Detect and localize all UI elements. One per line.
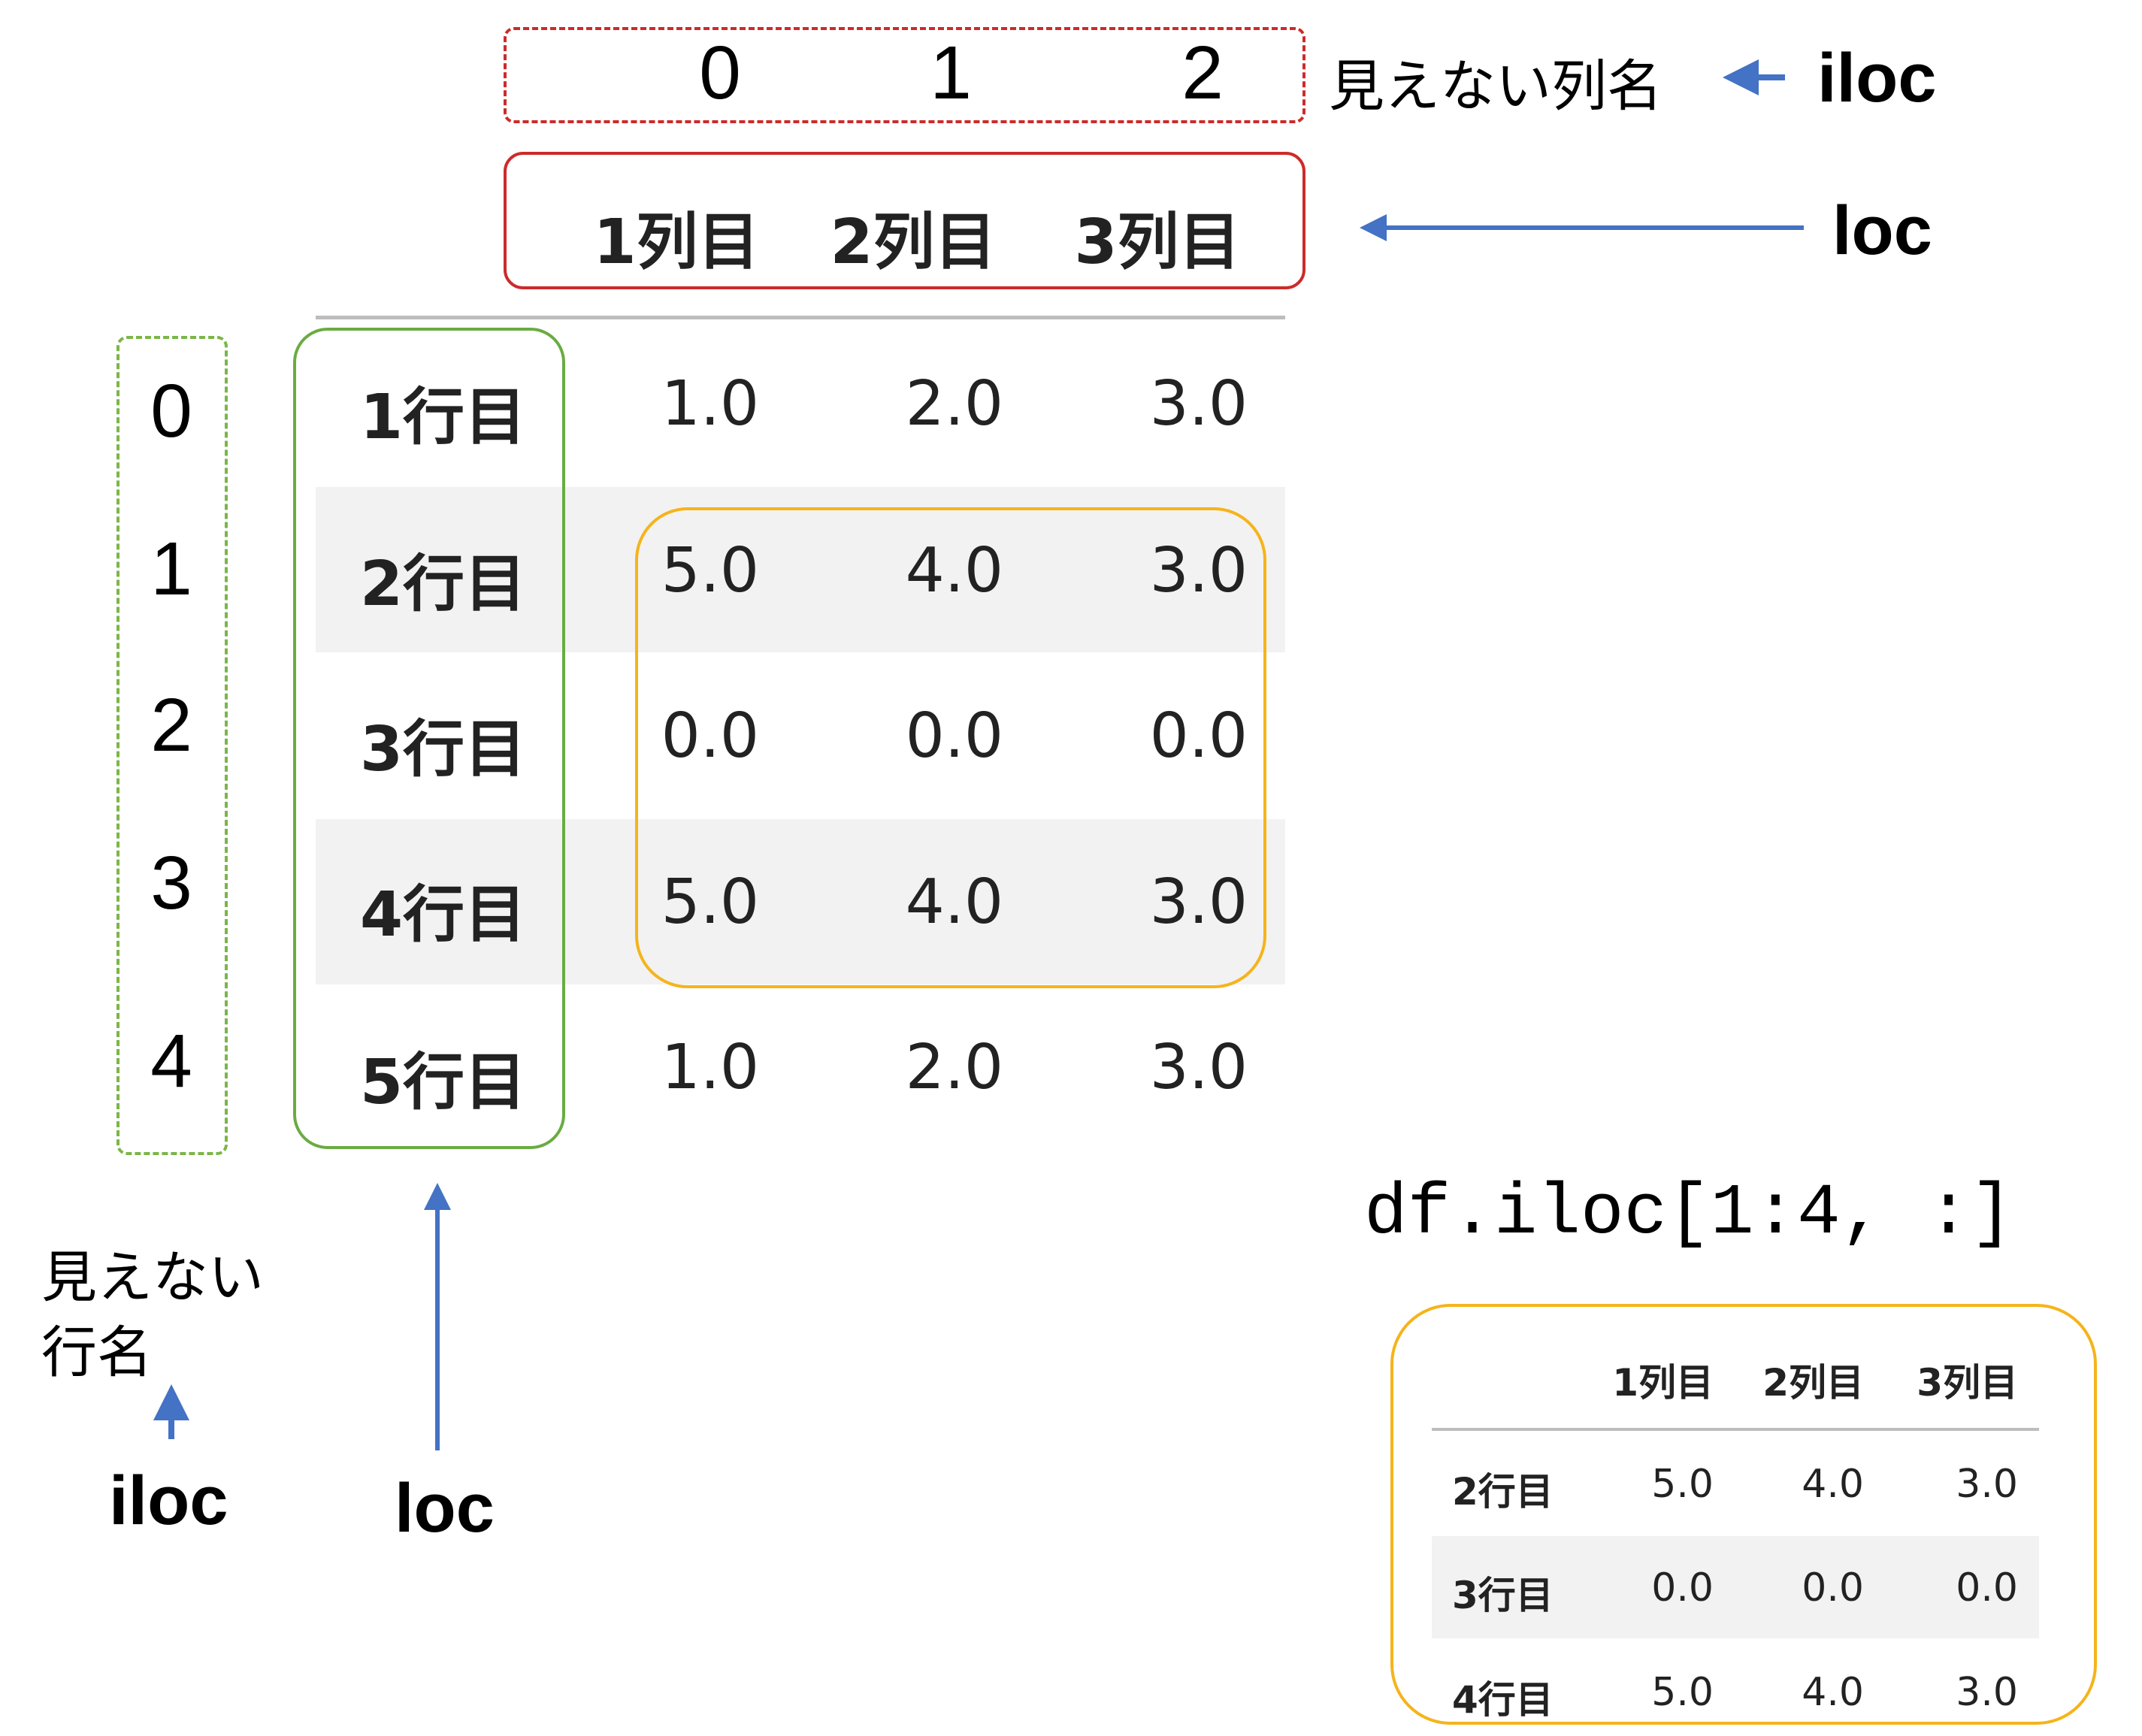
loc-row-2: 2行目 [359, 549, 526, 620]
result-column-1: 1列目 [1612, 1361, 1714, 1405]
table-cell: 3.0 [1149, 368, 1248, 440]
result-column-3: 3列目 [1917, 1361, 2018, 1405]
iloc-row-1: 1 [150, 527, 192, 611]
table-cell: 4.0 [905, 535, 1003, 606]
table-cell: 0.0 [905, 700, 1003, 772]
result-cell: 3.0 [1956, 1670, 2018, 1715]
result-row-label: 4行目 [1452, 1678, 1554, 1722]
result-cell: 4.0 [1802, 1670, 1864, 1715]
table-cell: 1.0 [661, 1032, 759, 1103]
table-cell: 2.0 [905, 368, 1003, 440]
selection-highlight-box [635, 507, 1266, 988]
table-header-rule [316, 316, 1285, 319]
loc-row-5: 5行目 [359, 1047, 526, 1118]
loc-columns-tag: loc [1832, 192, 1932, 269]
iloc-column-index-box [504, 27, 1305, 123]
result-table-box [1390, 1304, 2097, 1725]
result-row-stripe [1432, 1536, 2039, 1638]
iloc-row-3: 3 [150, 841, 192, 925]
table-cell: 1.0 [661, 368, 759, 440]
result-cell: 4.0 [1802, 1462, 1864, 1507]
loc-row-3: 3行目 [359, 714, 526, 785]
iloc-row-0: 0 [150, 369, 192, 453]
loc-row-4: 4行目 [359, 879, 526, 951]
loc-rows-tag: loc [395, 1470, 495, 1547]
code-expression: df.iloc[1:4, :] [1364, 1172, 2014, 1254]
iloc-column-0: 0 [699, 31, 741, 115]
result-row-label: 3行目 [1452, 1574, 1554, 1617]
iloc-column-1: 1 [930, 31, 972, 115]
iloc-row-index-box [116, 336, 228, 1155]
table-cell: 4.0 [905, 866, 1003, 938]
result-cell: 5.0 [1651, 1670, 1714, 1715]
iloc-column-2: 2 [1181, 31, 1224, 115]
table-cell: 3.0 [1149, 1032, 1248, 1103]
invisible-rows-note-line1: 見えない [41, 1245, 264, 1310]
row-stripe-2 [316, 487, 1285, 652]
result-cell: 0.0 [1956, 1565, 2018, 1610]
result-header-rule [1432, 1428, 2039, 1431]
iloc-row-4: 4 [150, 1019, 192, 1103]
table-cell: 3.0 [1149, 866, 1248, 938]
table-cell: 5.0 [661, 866, 759, 938]
invisible-columns-note: 見えない列名 [1329, 54, 1662, 119]
loc-column-3: 3列目 [1074, 207, 1241, 278]
loc-column-2: 2列目 [830, 207, 997, 278]
table-cell: 2.0 [905, 1032, 1003, 1103]
loc-column-header-box [504, 152, 1305, 289]
invisible-rows-note-line2: 行名 [41, 1320, 153, 1385]
table-cell: 0.0 [1149, 700, 1248, 772]
row-stripe-4 [316, 819, 1285, 984]
result-column-2: 2列目 [1762, 1361, 1864, 1405]
iloc-row-2: 2 [150, 683, 192, 767]
iloc-columns-tag: iloc [1817, 40, 1937, 116]
iloc-rows-tag: iloc [109, 1462, 228, 1539]
result-row-label: 2行目 [1452, 1470, 1554, 1514]
result-cell: 0.0 [1651, 1565, 1714, 1610]
result-cell: 5.0 [1651, 1462, 1714, 1507]
result-cell: 3.0 [1956, 1462, 2018, 1507]
loc-column-1: 1列目 [593, 207, 760, 278]
table-cell: 0.0 [661, 700, 759, 772]
loc-row-1: 1行目 [359, 382, 526, 453]
result-cell: 0.0 [1802, 1565, 1864, 1610]
loc-row-label-box [293, 328, 565, 1149]
